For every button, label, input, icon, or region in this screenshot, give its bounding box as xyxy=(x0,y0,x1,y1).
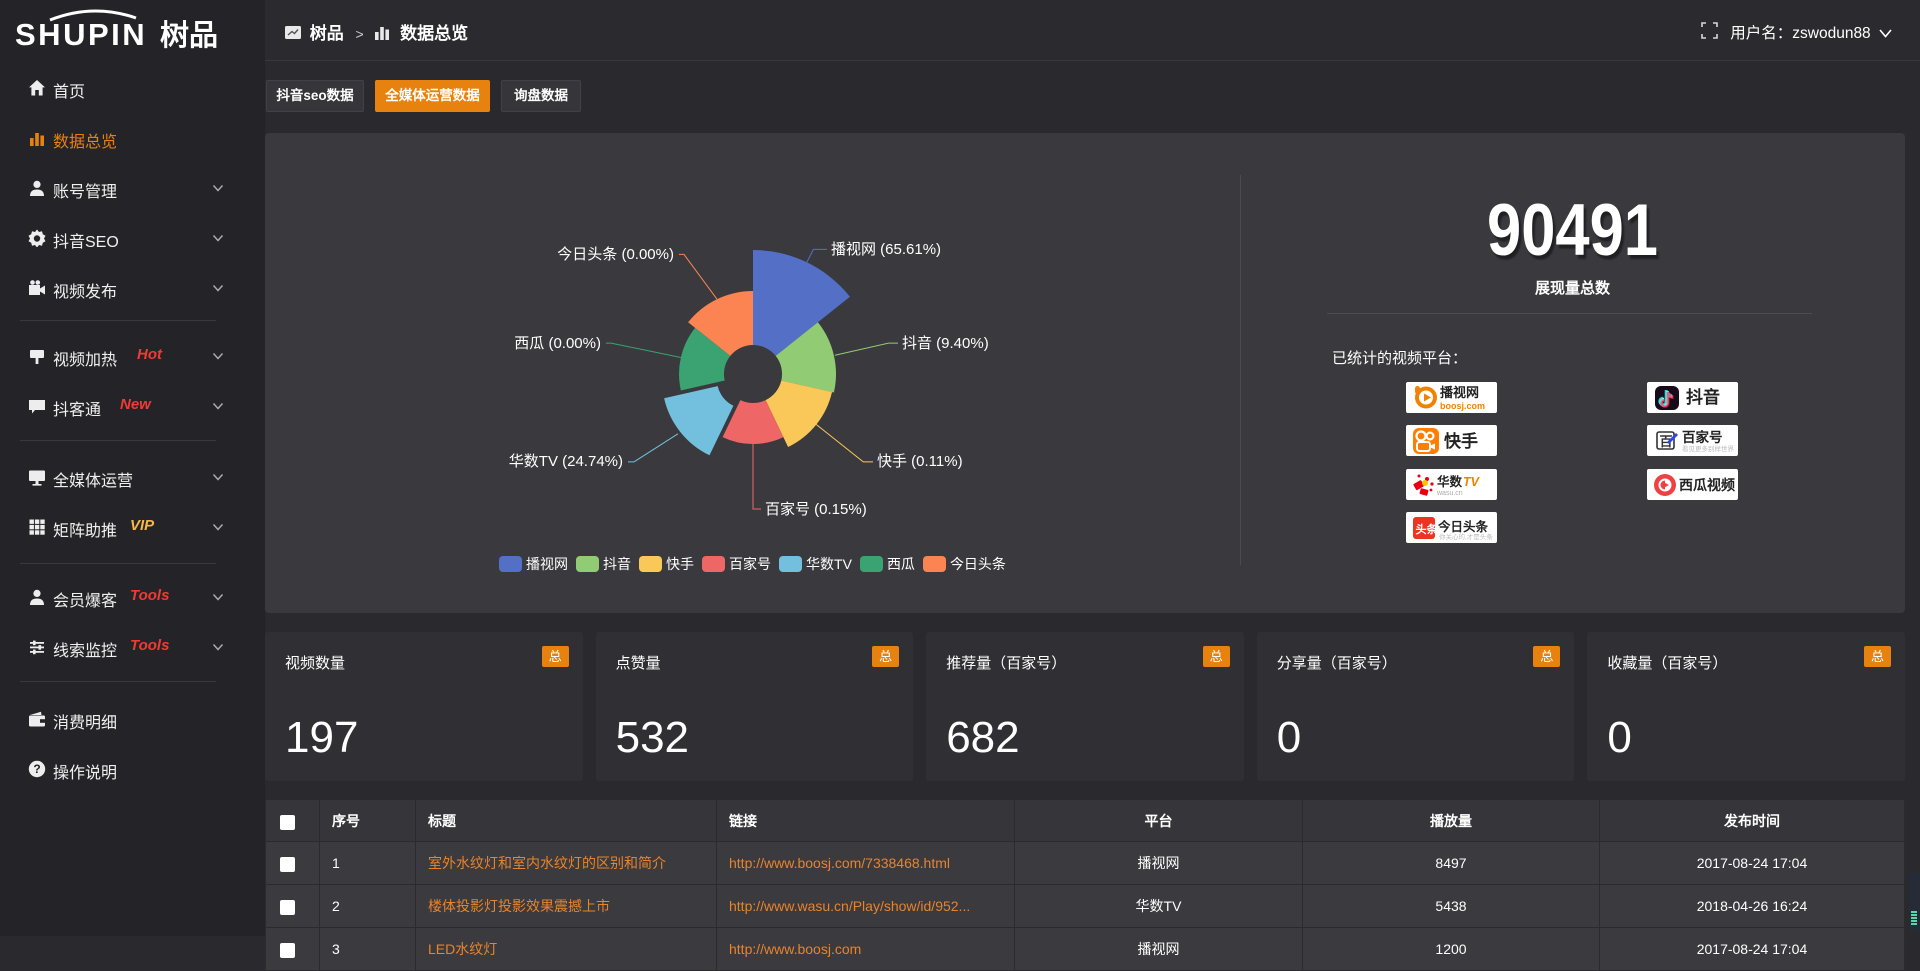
svg-text:百家号: 百家号 xyxy=(1682,429,1723,445)
svg-text:百家号 (0.15%): 百家号 (0.15%) xyxy=(765,501,867,518)
svg-text:百: 百 xyxy=(1660,434,1673,449)
svg-text:华数: 华数 xyxy=(1437,474,1463,489)
svg-text:抖音 (9.40%): 抖音 (9.40%) xyxy=(902,335,989,352)
svg-text:播视网: 播视网 xyxy=(1440,385,1479,400)
svg-text:?: ? xyxy=(33,762,40,776)
svg-text:看见更多别样世界: 看见更多别样世界 xyxy=(1682,444,1735,453)
svg-text:华数TV (24.74%): 华数TV (24.74%) xyxy=(509,453,623,470)
svg-text:你关心的,才是头条: 你关心的,才是头条 xyxy=(1439,532,1493,541)
svg-text:西瓜视频: 西瓜视频 xyxy=(1679,477,1735,493)
svg-text:今日头条 (0.00%): 今日头条 (0.00%) xyxy=(557,246,674,263)
svg-text:播视网 (65.61%): 播视网 (65.61%) xyxy=(831,241,941,258)
svg-text:快手: 快手 xyxy=(1444,431,1478,451)
svg-text:TV: TV xyxy=(1463,475,1481,489)
svg-text:boosj.com: boosj.com xyxy=(1440,401,1485,411)
svg-text:wasu.cn: wasu.cn xyxy=(1436,490,1463,497)
svg-text:抖音: 抖音 xyxy=(1686,387,1720,407)
svg-text:今日头条: 今日头条 xyxy=(1437,519,1489,534)
svg-text:树品: 树品 xyxy=(160,19,218,52)
svg-text:快手 (0.11%): 快手 (0.11%) xyxy=(877,453,963,470)
svg-text:头条: 头条 xyxy=(1416,522,1439,536)
svg-text:西瓜 (0.00%): 西瓜 (0.00%) xyxy=(514,335,601,352)
svg-text:SHUPIN: SHUPIN xyxy=(15,17,147,52)
